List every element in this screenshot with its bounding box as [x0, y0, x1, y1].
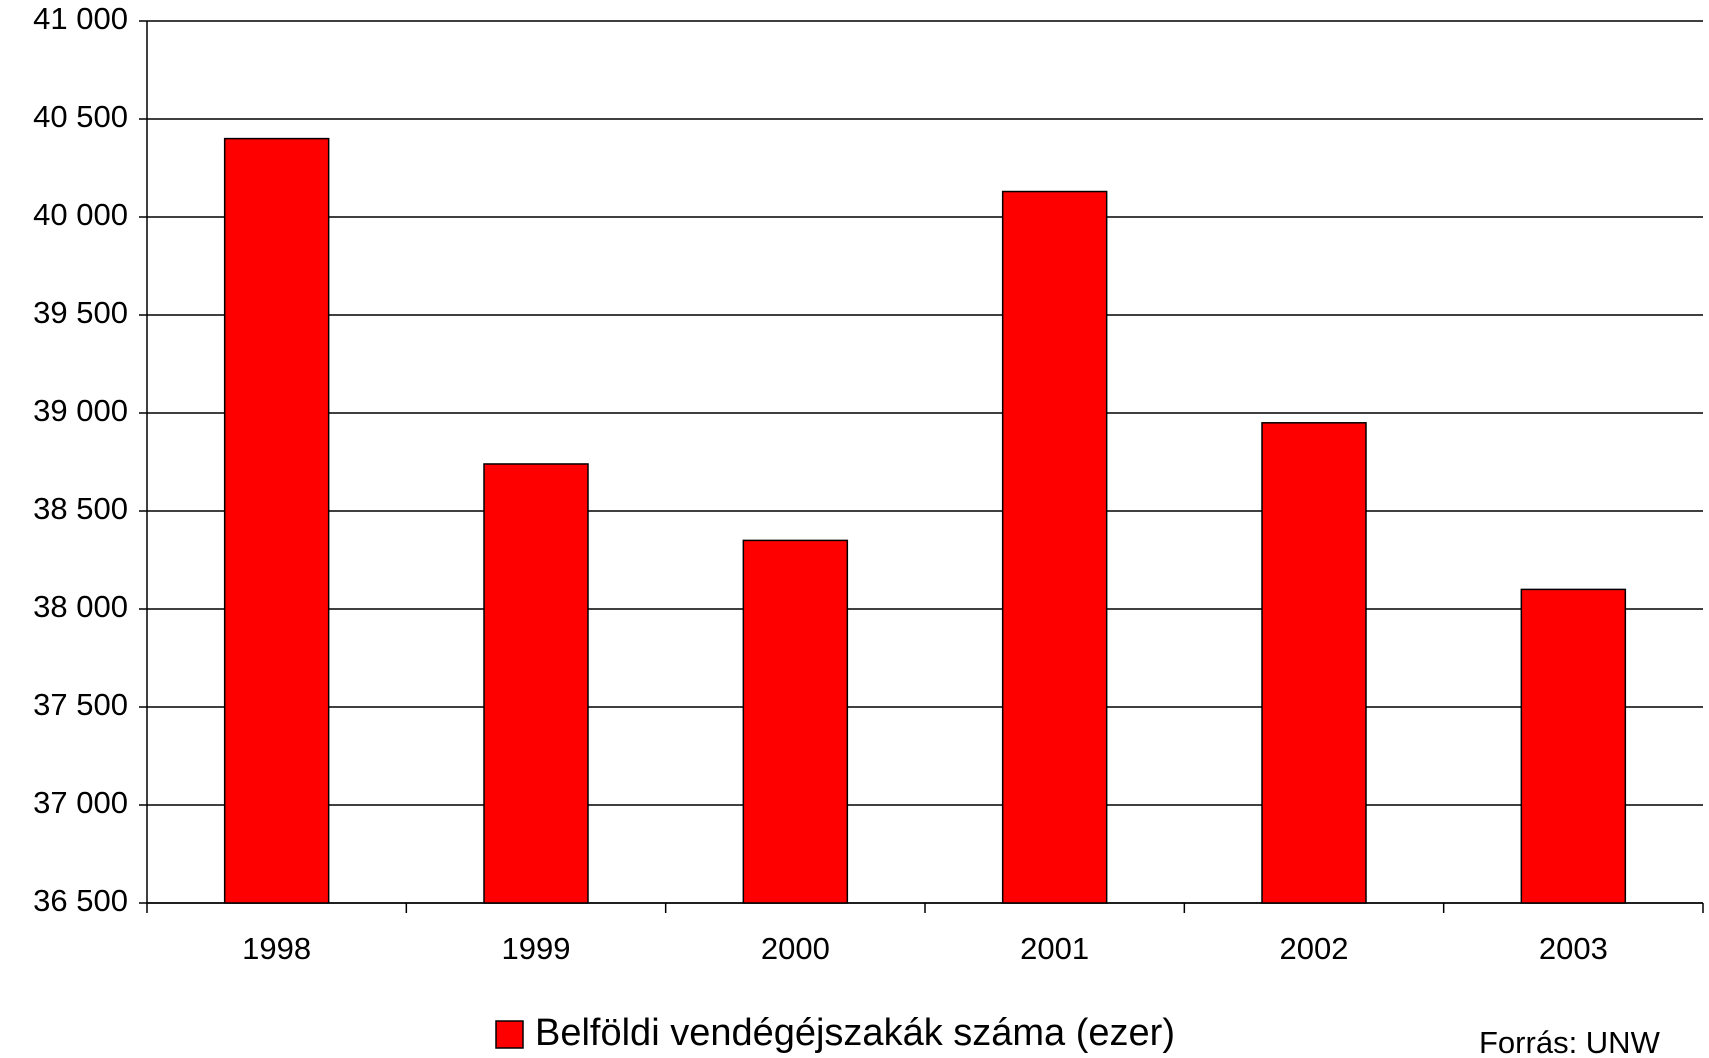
x-tick-label: 2001 — [1020, 931, 1089, 966]
x-tick-label: 1998 — [242, 931, 311, 966]
bar — [1001, 190, 1108, 904]
bar — [742, 539, 849, 904]
y-tick-label: 37 000 — [33, 785, 128, 820]
x-tick-label: 2000 — [761, 931, 830, 966]
bar — [1261, 422, 1367, 904]
y-tick-label: 39 500 — [33, 295, 128, 330]
y-tick-label: 38 000 — [33, 589, 128, 624]
legend-swatch — [495, 1020, 524, 1049]
y-tick-label: 41 000 — [33, 1, 128, 36]
x-tick-label: 2003 — [1539, 931, 1608, 966]
y-tick-label: 36 500 — [33, 883, 128, 918]
source-note: Forrás: UNW — [1479, 1025, 1661, 1058]
y-tick-label: 40 500 — [33, 99, 128, 134]
y-tick-label: 37 500 — [33, 687, 128, 722]
legend-label: Belföldi vendégéjszakák száma (ezer) — [535, 1012, 1175, 1054]
y-tick-label: 38 500 — [33, 491, 128, 526]
bar — [1520, 588, 1627, 904]
x-tick-label: 2002 — [1280, 931, 1349, 966]
bar — [223, 137, 330, 904]
y-tick-label: 39 000 — [33, 393, 128, 428]
bar — [483, 463, 589, 904]
y-tick-label: 40 000 — [33, 197, 128, 232]
x-tick-label: 1999 — [502, 931, 571, 966]
